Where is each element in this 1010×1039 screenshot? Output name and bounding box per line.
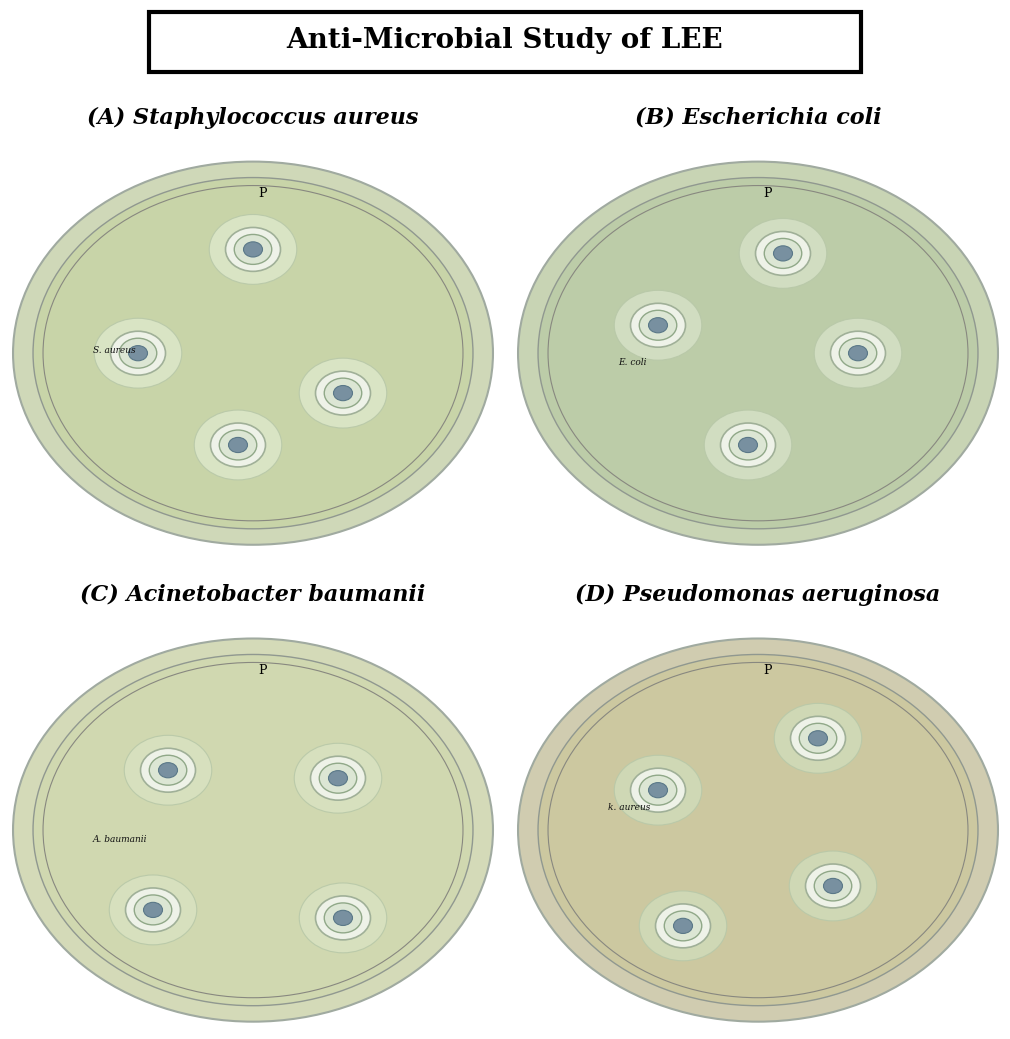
Ellipse shape xyxy=(806,864,861,908)
Ellipse shape xyxy=(823,878,842,894)
Text: k. aureus: k. aureus xyxy=(608,803,650,812)
Text: P: P xyxy=(259,187,268,201)
Ellipse shape xyxy=(755,232,810,275)
Ellipse shape xyxy=(789,851,877,921)
Text: Anti-Microbial Study of LEE: Anti-Microbial Study of LEE xyxy=(287,27,723,54)
Ellipse shape xyxy=(774,246,793,261)
Ellipse shape xyxy=(830,331,886,375)
Ellipse shape xyxy=(159,763,178,778)
Text: (D) Pseudomonas aeruginosa: (D) Pseudomonas aeruginosa xyxy=(576,584,940,606)
Ellipse shape xyxy=(210,423,266,467)
Ellipse shape xyxy=(704,410,792,480)
Ellipse shape xyxy=(143,902,163,917)
Ellipse shape xyxy=(814,871,851,901)
Ellipse shape xyxy=(630,303,686,347)
Ellipse shape xyxy=(319,764,357,793)
Ellipse shape xyxy=(119,339,157,368)
Ellipse shape xyxy=(328,771,347,785)
Ellipse shape xyxy=(720,423,776,467)
Ellipse shape xyxy=(43,663,463,997)
Ellipse shape xyxy=(814,318,902,389)
Ellipse shape xyxy=(228,437,247,453)
Ellipse shape xyxy=(333,385,352,401)
Ellipse shape xyxy=(799,723,836,753)
Ellipse shape xyxy=(630,768,686,812)
Ellipse shape xyxy=(518,639,998,1021)
Ellipse shape xyxy=(110,331,166,375)
Ellipse shape xyxy=(209,214,297,285)
Ellipse shape xyxy=(43,186,463,521)
Ellipse shape xyxy=(109,875,197,944)
Ellipse shape xyxy=(315,896,371,940)
Ellipse shape xyxy=(648,318,668,332)
Ellipse shape xyxy=(738,437,758,453)
Ellipse shape xyxy=(33,178,473,529)
Ellipse shape xyxy=(243,242,263,257)
Ellipse shape xyxy=(33,655,473,1006)
Ellipse shape xyxy=(310,756,366,800)
Ellipse shape xyxy=(518,162,998,544)
Text: A. baumanii: A. baumanii xyxy=(93,835,147,844)
Ellipse shape xyxy=(194,410,282,480)
Ellipse shape xyxy=(791,716,845,761)
Ellipse shape xyxy=(124,736,212,805)
Ellipse shape xyxy=(219,430,257,460)
Ellipse shape xyxy=(614,755,702,825)
Text: P: P xyxy=(259,664,268,677)
Ellipse shape xyxy=(13,162,493,544)
Ellipse shape xyxy=(538,655,978,1006)
Ellipse shape xyxy=(614,290,702,361)
Ellipse shape xyxy=(648,782,668,798)
Ellipse shape xyxy=(140,748,196,792)
Ellipse shape xyxy=(315,371,371,415)
Ellipse shape xyxy=(299,358,387,428)
Ellipse shape xyxy=(294,743,382,814)
Ellipse shape xyxy=(94,318,182,389)
Text: (A) Staphylococcus aureus: (A) Staphylococcus aureus xyxy=(87,107,419,129)
Ellipse shape xyxy=(765,238,802,268)
Text: E. coli: E. coli xyxy=(618,358,646,367)
Text: (B) Escherichia coli: (B) Escherichia coli xyxy=(634,107,882,129)
Ellipse shape xyxy=(125,888,181,932)
Ellipse shape xyxy=(639,775,677,805)
Ellipse shape xyxy=(538,178,978,529)
Ellipse shape xyxy=(808,730,827,746)
Ellipse shape xyxy=(333,910,352,926)
Ellipse shape xyxy=(149,755,187,785)
Ellipse shape xyxy=(548,186,968,521)
Ellipse shape xyxy=(839,339,877,368)
Ellipse shape xyxy=(639,891,727,961)
Ellipse shape xyxy=(324,378,362,408)
Ellipse shape xyxy=(324,903,362,933)
Ellipse shape xyxy=(665,911,702,941)
Ellipse shape xyxy=(128,346,147,361)
Ellipse shape xyxy=(674,918,693,933)
Ellipse shape xyxy=(299,883,387,953)
Text: P: P xyxy=(764,664,773,677)
Ellipse shape xyxy=(134,895,172,925)
Text: S. aureus: S. aureus xyxy=(93,346,135,355)
FancyBboxPatch shape xyxy=(148,12,862,72)
Ellipse shape xyxy=(225,228,281,271)
Ellipse shape xyxy=(739,218,827,289)
Ellipse shape xyxy=(848,346,868,361)
Ellipse shape xyxy=(775,703,862,773)
Text: (C) Acinetobacter baumanii: (C) Acinetobacter baumanii xyxy=(81,584,425,606)
Ellipse shape xyxy=(234,235,272,264)
Ellipse shape xyxy=(548,663,968,997)
Ellipse shape xyxy=(639,311,677,340)
Ellipse shape xyxy=(729,430,767,460)
Ellipse shape xyxy=(13,639,493,1021)
Ellipse shape xyxy=(655,904,710,948)
Text: P: P xyxy=(764,187,773,201)
